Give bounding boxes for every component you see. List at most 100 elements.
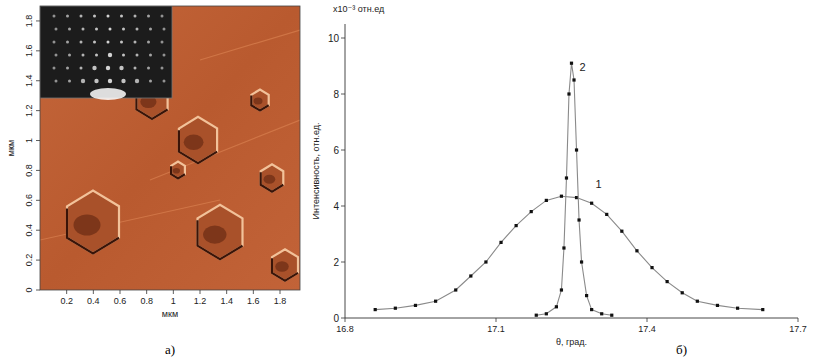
data-point [610, 314, 613, 317]
afm-image [40, 6, 300, 290]
diffraction-spot [134, 15, 137, 18]
data-point [434, 300, 437, 303]
diffraction-spot [55, 80, 58, 83]
data-point [565, 176, 568, 179]
diffraction-spot [109, 28, 112, 31]
diffraction-spot [149, 28, 152, 31]
data-point [666, 280, 669, 283]
diffraction-spot [108, 53, 112, 57]
diffraction-spot [134, 41, 137, 44]
diffraction-spot [106, 66, 110, 70]
diffraction-spot [147, 41, 150, 44]
x-tick-label: 0.6 [114, 296, 127, 306]
x-tick [66, 290, 67, 294]
data-point [515, 224, 518, 227]
x-tick-label: 1 [171, 296, 176, 306]
figure: 0.20.40.60.811.21.41.61.8мкм00.20.40.60.… [0, 0, 824, 360]
crystallite-shadow [171, 162, 185, 179]
data-point [575, 148, 578, 151]
data-point [530, 210, 533, 213]
x-tick [93, 290, 94, 294]
diffraction-spot [53, 41, 56, 44]
diffraction-spot [80, 15, 83, 18]
diffraction-spot [68, 80, 71, 83]
x-tick [496, 318, 497, 322]
diffraction-spot [107, 15, 110, 18]
diffraction-spot [66, 15, 69, 18]
x-axis-title: θ, град. [556, 337, 587, 347]
diffraction-spot [95, 28, 98, 31]
y-tick [36, 260, 40, 261]
series-label: 1 [595, 178, 601, 190]
crystallite [179, 117, 217, 163]
diffraction-spot [68, 54, 71, 57]
diffraction-spot [121, 79, 125, 83]
y-tick [341, 150, 345, 151]
y-tick [36, 110, 40, 111]
data-point [761, 308, 764, 311]
x-tick [146, 290, 147, 294]
data-point [580, 260, 583, 263]
diffraction-spot [163, 80, 166, 83]
y-tick [341, 206, 345, 207]
crystallite-shadow [179, 117, 217, 163]
x-tick [798, 318, 799, 322]
crystallite [261, 164, 284, 191]
data-point [716, 304, 719, 307]
crystallite-pit [264, 175, 276, 184]
diffraction-spot [122, 28, 125, 31]
y-tick-label: 2 [333, 257, 339, 268]
y-tick-label: 0 [24, 287, 34, 292]
x-tick-label: 1.2 [194, 296, 207, 306]
diffraction-spot [134, 67, 137, 70]
y-tick-label: 0.8 [24, 164, 34, 177]
plot-area [374, 62, 765, 317]
terrace-step [200, 30, 300, 60]
crystallite-pit [275, 261, 289, 272]
crystallite-shadow [251, 90, 268, 111]
x-tick-label: 1.6 [247, 296, 260, 306]
y-tick [36, 170, 40, 171]
diffraction-spot [95, 54, 98, 57]
diffraction-inset [40, 6, 172, 98]
diffraction-spot [120, 41, 123, 44]
crystallite [272, 249, 298, 280]
afm-background [40, 6, 300, 290]
y-tick-label: 0.6 [24, 194, 34, 207]
diffraction-spot [149, 54, 152, 57]
diffraction-spot [55, 54, 58, 57]
crystallite-pit [74, 215, 101, 236]
crystallite-pit [254, 98, 263, 105]
diffraction-spot [161, 41, 164, 44]
panel-caption: а) [165, 342, 175, 357]
diffraction-spot [93, 15, 96, 18]
y-tick [341, 94, 345, 95]
diffraction-spot [122, 54, 125, 57]
y-tick-label: 0 [333, 313, 339, 324]
x-axis-title: мкм [162, 309, 178, 319]
data-point [560, 288, 563, 291]
data-point [605, 213, 608, 216]
crystallite-shadow [198, 205, 243, 260]
diffraction-spot [82, 54, 85, 57]
x-tick-label: 0.2 [60, 296, 73, 306]
x-tick [226, 290, 227, 294]
y-axis-line [345, 24, 346, 318]
series-line [375, 196, 763, 309]
y-tick [36, 50, 40, 51]
y-tick-label: 1 [24, 138, 34, 143]
data-point [650, 266, 653, 269]
data-point [620, 230, 623, 233]
primary-beam [90, 88, 126, 100]
x-tick [120, 290, 121, 294]
data-point [681, 291, 684, 294]
diffraction-spot [108, 79, 112, 83]
diffraction-spot [53, 67, 56, 70]
diffraction-spot [82, 28, 85, 31]
crystallite-pit [173, 168, 180, 174]
x-tick-label: 1.4 [220, 296, 233, 306]
diffraction-spot [80, 41, 83, 44]
y-tick [341, 38, 345, 39]
diffraction-spot [163, 28, 166, 31]
diffraction-spot [147, 67, 150, 70]
